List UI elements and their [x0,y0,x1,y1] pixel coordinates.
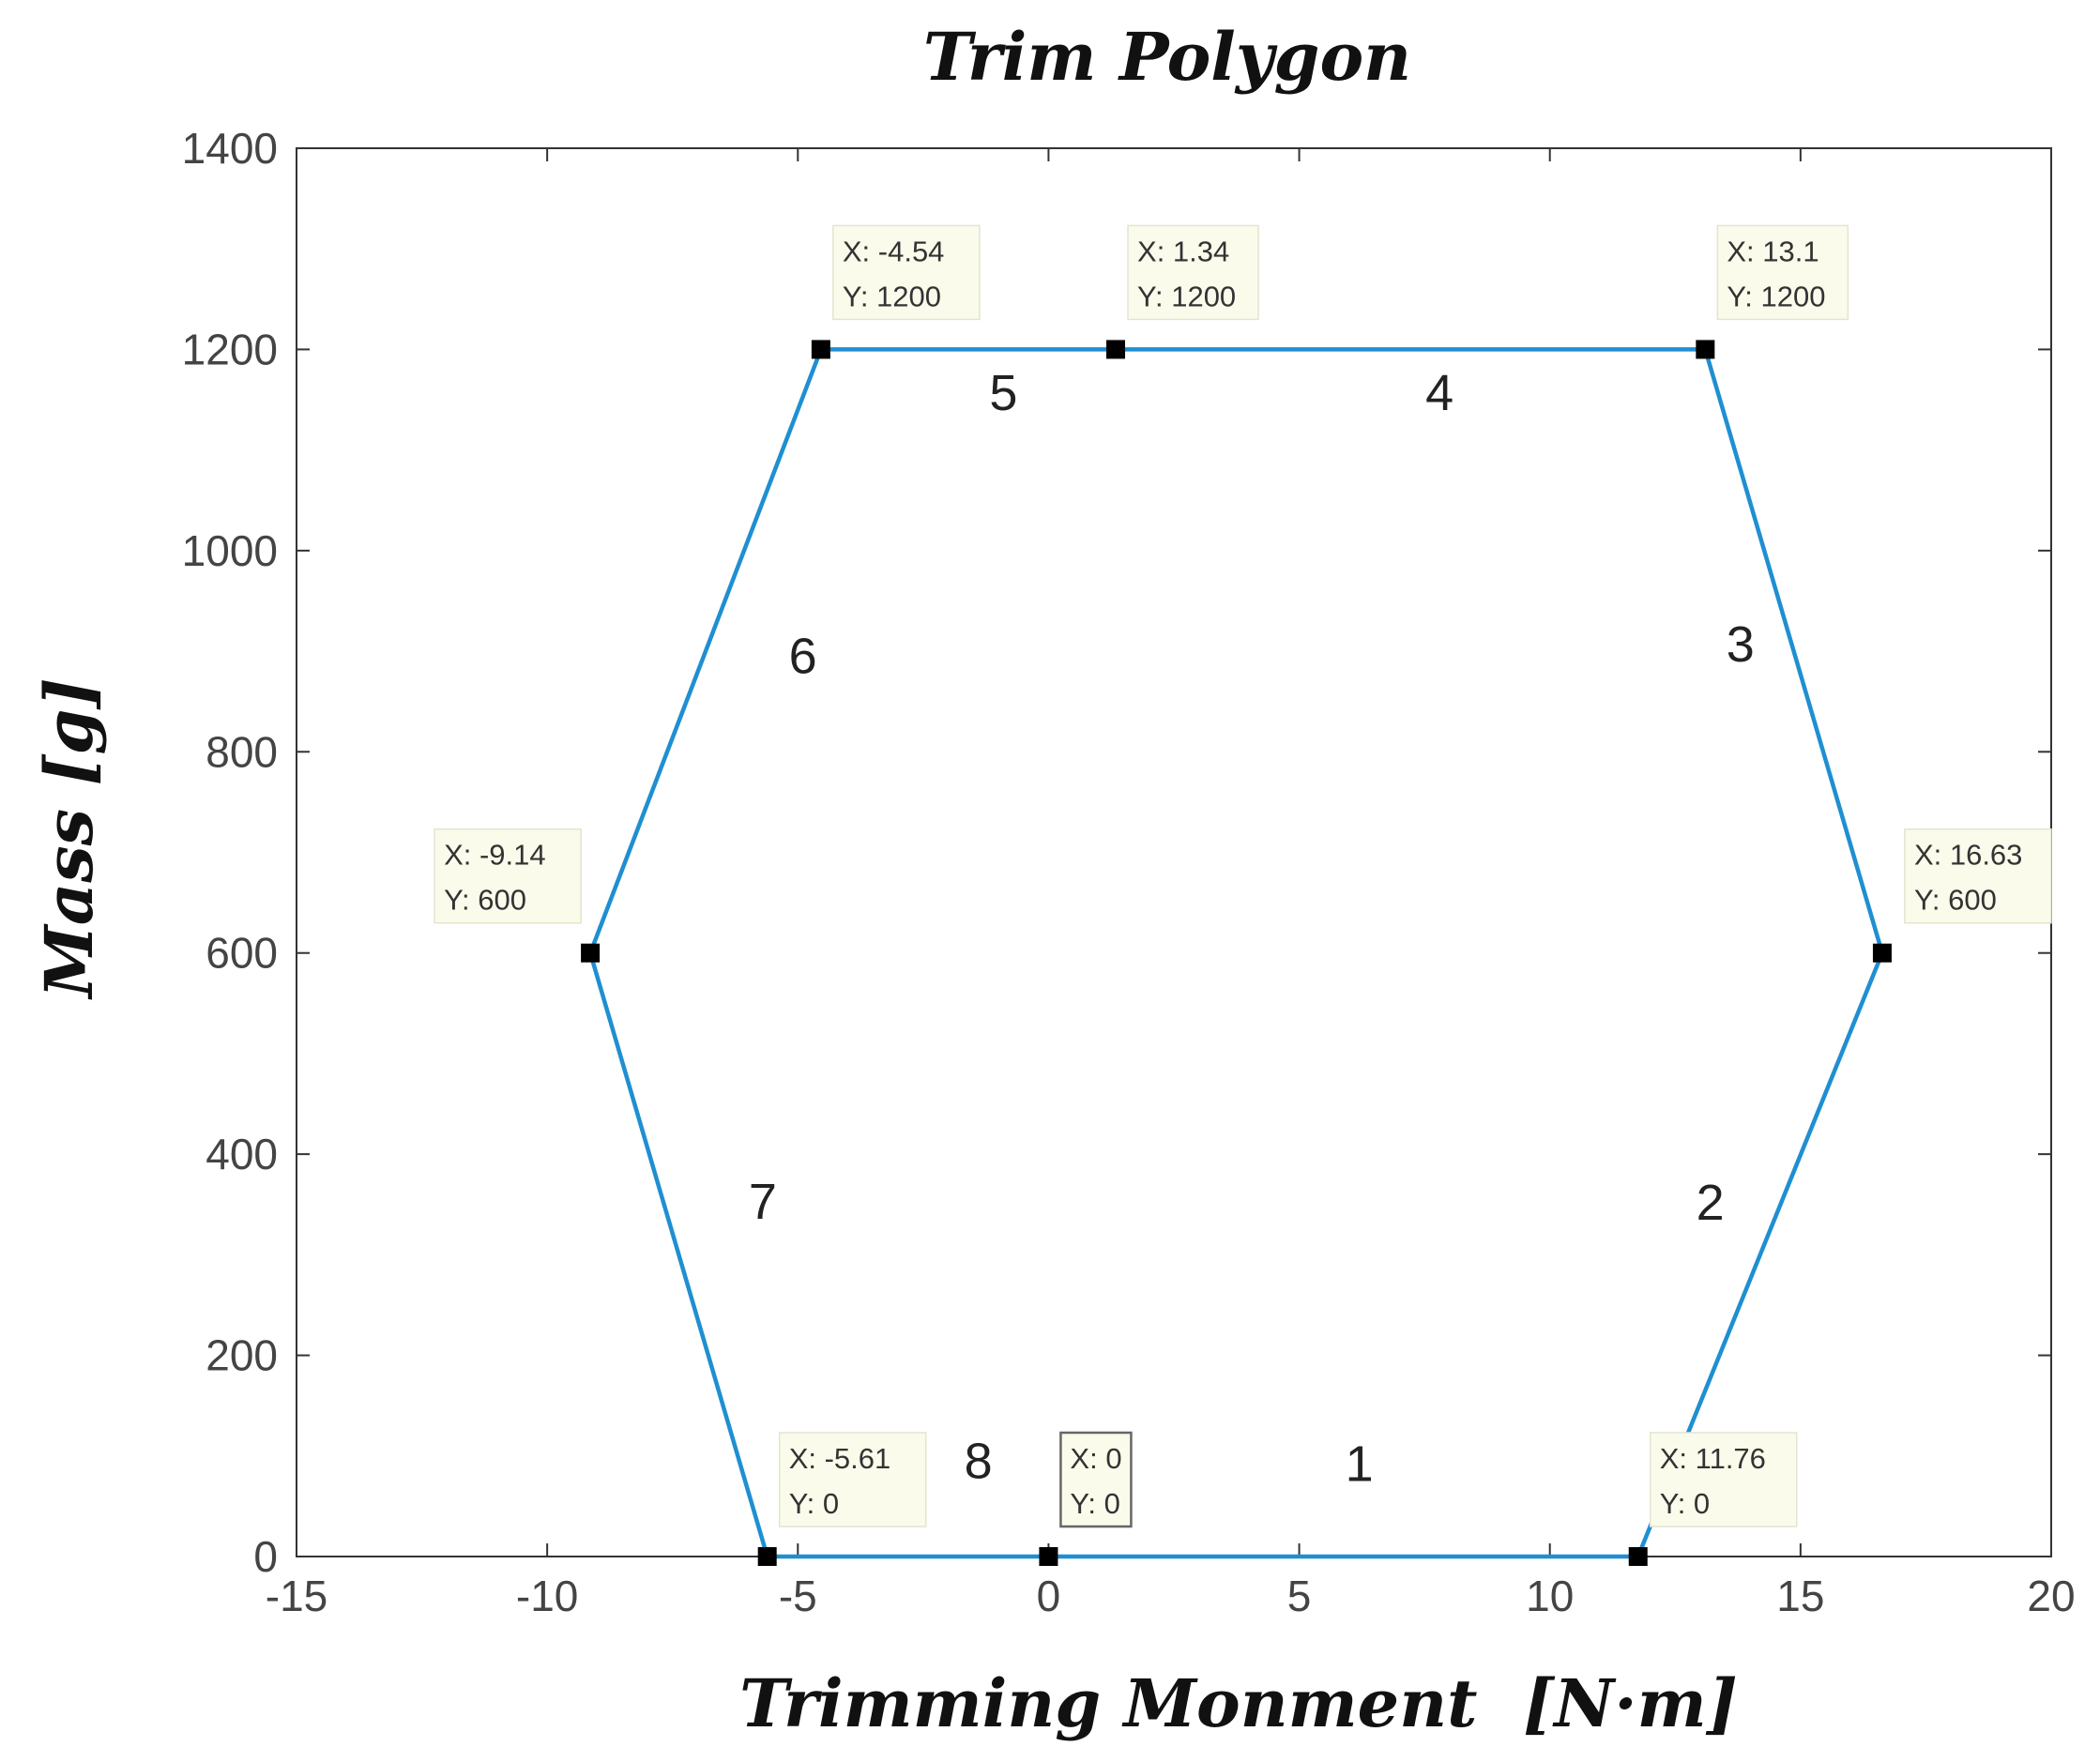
datatip-box [1904,828,2052,924]
datatip-x-text: X: 0 [1070,1442,1121,1475]
vertex-marker [811,340,830,359]
segment-label: 2 [1697,1175,1725,1231]
segment-label: 3 [1727,616,1755,673]
datatips: X: -4.54 Y: 1200 X: 1.34 Y: 1200 X: 13.1 Y: 1… [434,224,2052,1528]
x-tick-label: 5 [1287,1572,1312,1620]
datatip-box [1716,224,1849,321]
datatip-x-text: X: -4.54 [843,235,945,267]
segment-label: 1 [1346,1436,1374,1493]
y-tick-label: 1000 [182,526,278,575]
datatip[interactable]: X: 11.76 Y: 0 [1649,1432,1798,1527]
datatip-y-text: Y: 1200 [843,280,941,312]
y-tick-label: 600 [205,929,278,978]
datatip-y-text: Y: 0 [1070,1487,1119,1520]
datatip-x-text: X: -5.61 [789,1442,891,1475]
y-tick-label: 800 [205,727,278,776]
datatip-x-text: X: 13.1 [1727,235,1818,267]
datatip-box [1127,224,1259,321]
x-axis-title: Trimming Monment [N·m] [739,1664,1738,1742]
vertex-marker [1696,340,1715,359]
segment-label: 7 [749,1174,777,1230]
axis-ticks: -15 -10 -5 0 5 10 15 20020040060080010001200140… [182,124,2076,1620]
datatip-x-text: X: 16.63 [1914,839,2022,872]
datatip-y-text: Y: 600 [444,884,526,917]
datatip[interactable]: X: 1.34 Y: 1200 [1127,224,1259,321]
datatip-box [832,224,981,321]
segment-label: 6 [789,629,817,685]
x-tick-label: -15 [266,1572,327,1620]
datatip-x-text: X: -9.14 [444,839,546,872]
datatip-y-text: Y: 1200 [1137,280,1236,312]
vertex-marker [757,1547,777,1566]
datatip-box [1059,1431,1133,1528]
segment-label: 4 [1425,365,1453,421]
datatip[interactable]: X: 13.1 Y: 1200 [1716,224,1849,321]
vertex-markers [581,340,1892,1566]
x-tick-label: 20 [2027,1572,2075,1620]
plot-area-frame [296,147,2052,1557]
y-tick-label: 400 [205,1130,278,1178]
x-tick-label: 0 [1037,1572,1061,1620]
vertex-marker [1628,1547,1648,1566]
datatip[interactable]: X: 16.63 Y: 600 [1904,828,2052,924]
x-tick-label: 15 [1776,1572,1824,1620]
y-tick-label: 1200 [182,325,278,373]
datatip-y-text: Y: 1200 [1727,280,1825,312]
y-tick-label: 0 [253,1532,278,1581]
y-axis-title: Mass [g] [30,677,108,999]
chart-title: Trim Polygon [923,18,1411,96]
vertex-marker [1039,1547,1058,1566]
datatip[interactable]: X: -9.14 Y: 600 [434,828,582,924]
x-tick-label: -10 [516,1572,578,1620]
datatip-box [1649,1432,1798,1527]
datatip-y-text: Y: 0 [789,1487,839,1520]
segment-labels: 1 2 3 4 5 6 7 8 [749,365,1755,1493]
datatip-box [434,828,582,924]
y-tick-label: 200 [205,1331,278,1380]
datatip[interactable]: X: -4.54 Y: 1200 [832,224,981,321]
vertex-marker [1872,943,1892,963]
vertex-marker [1106,340,1126,359]
x-tick-label: -5 [779,1572,817,1620]
segment-label: 5 [989,365,1017,421]
datatip-x-text: X: 11.76 [1660,1442,1766,1475]
vertex-marker [581,943,601,963]
datatip-x-text: X: 1.34 [1137,235,1229,267]
y-tick-label: 1400 [182,124,278,173]
datatip[interactable]: X: -5.61 Y: 0 [778,1432,927,1527]
datatip-y-text: Y: 0 [1660,1487,1710,1520]
datatip-box [778,1432,927,1527]
datatip[interactable]: X: 0 Y: 0 [1059,1431,1133,1528]
segment-label: 8 [965,1433,993,1489]
datatip-y-text: Y: 600 [1914,884,1997,917]
x-tick-label: 10 [1526,1572,1574,1620]
